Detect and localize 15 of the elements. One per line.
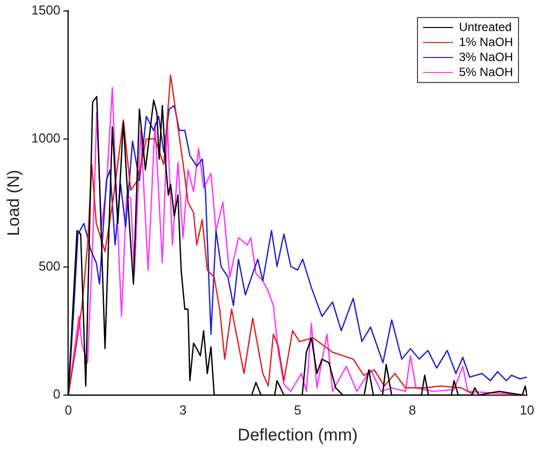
y-tick-label: 1500: [31, 2, 60, 18]
y-tick-label: 500: [38, 258, 60, 274]
x-axis-title: Deflection (mm): [238, 425, 358, 444]
legend-label: 5% NaOH: [458, 64, 513, 80]
x-tick-label: 5: [294, 402, 302, 418]
legend-label: 3% NaOH: [458, 50, 513, 65]
x-tick-label: 8: [408, 402, 416, 418]
x-tick-label: 10: [520, 402, 534, 418]
x-tick-label: 0: [64, 402, 72, 418]
y-axis-title: Load (N): [4, 170, 23, 236]
y-tick-label: 0: [53, 386, 60, 402]
x-tick-label: 3: [179, 402, 187, 418]
legend-label: Untreated: [458, 20, 512, 35]
y-tick-label: 1000: [31, 130, 60, 146]
legend-label: 1% NaOH: [458, 34, 513, 50]
